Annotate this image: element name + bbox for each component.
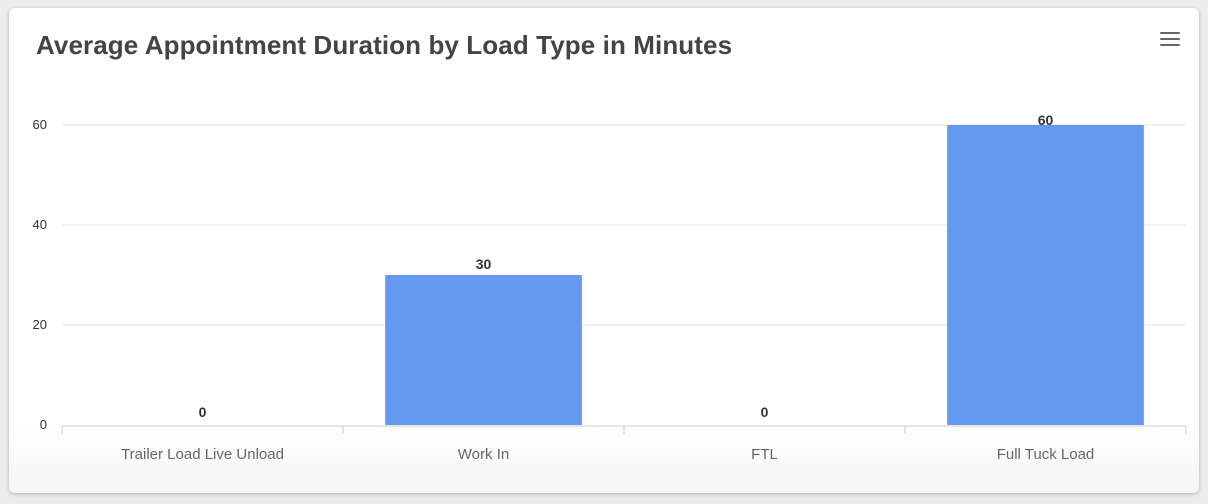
chart-title: Average Appointment Duration by Load Typ… xyxy=(36,30,733,60)
chart-card: Average Appointment Duration by Load Typ… xyxy=(9,8,1199,493)
x-tick-label: Work In xyxy=(458,446,509,463)
bar xyxy=(947,125,1144,425)
bar xyxy=(385,275,582,425)
data-label: 30 xyxy=(476,256,492,272)
bar-chart: 0 20 40 60 0 Trailer Load Live Unload 30 Work I… xyxy=(33,112,1187,463)
data-label: 0 xyxy=(199,404,207,420)
data-label: 60 xyxy=(1038,112,1054,128)
x-tick-label: FTL xyxy=(751,446,778,463)
bars xyxy=(385,125,1144,425)
y-tick-label: 60 xyxy=(33,117,47,132)
x-tick-label: Full Tuck Load xyxy=(997,446,1095,463)
hamburger-menu-icon[interactable] xyxy=(1157,28,1183,50)
x-axis xyxy=(61,425,1187,434)
data-label: 0 xyxy=(761,404,769,420)
y-tick-label: 40 xyxy=(33,217,47,232)
y-tick-label: 0 xyxy=(40,417,47,432)
y-tick-label: 20 xyxy=(33,317,47,332)
x-tick-label: Trailer Load Live Unload xyxy=(121,446,284,463)
